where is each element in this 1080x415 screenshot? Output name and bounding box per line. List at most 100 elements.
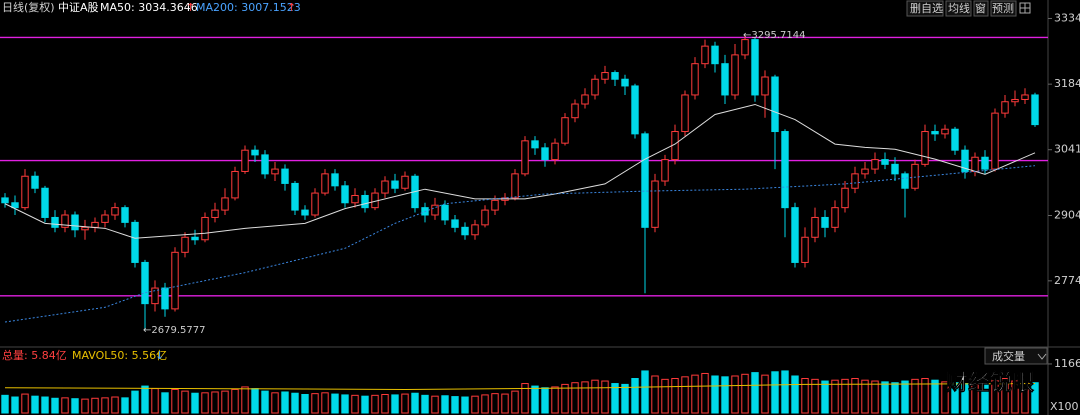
axis-unit: X100 xyxy=(1050,400,1079,413)
volume-bar xyxy=(111,396,119,414)
volume-bar xyxy=(1021,381,1029,414)
candle-body xyxy=(1001,101,1009,114)
volume-bar xyxy=(991,379,999,414)
period-label[interactable]: 日线(复权) xyxy=(2,0,55,14)
volume-bar xyxy=(611,383,619,414)
candle-body xyxy=(481,209,489,226)
candle-body xyxy=(871,159,879,170)
volume-bar xyxy=(651,375,659,414)
volume-bar xyxy=(681,376,689,414)
candle-body xyxy=(601,72,609,80)
volume-bar xyxy=(1011,380,1019,414)
candle-body xyxy=(961,149,969,172)
button[interactable] xyxy=(973,0,989,17)
volume-bar xyxy=(751,372,759,414)
volume-bar xyxy=(781,370,789,414)
volume-bar xyxy=(381,393,389,414)
annotation: ←2679.5777 xyxy=(143,325,205,336)
volume-bar xyxy=(151,388,159,414)
volume-bar xyxy=(411,392,419,414)
candle-body xyxy=(381,180,389,194)
volume-bar xyxy=(951,382,959,414)
candle-body xyxy=(121,207,129,223)
volume-bar xyxy=(931,379,939,414)
volume-bar xyxy=(941,381,949,414)
mavol-label: MAVOL50: 5.56亿 xyxy=(72,349,167,362)
volume-bar xyxy=(241,386,249,414)
ma200-label: MA200: 3007.1523 xyxy=(196,1,301,14)
y-tick-label: 3334 xyxy=(1054,11,1080,24)
volume-bar xyxy=(1,394,9,414)
line xyxy=(4,165,1036,323)
candle-body xyxy=(31,175,39,189)
candle-body xyxy=(281,168,289,184)
volume-bar xyxy=(661,378,669,414)
volume-bar xyxy=(811,378,819,414)
volume-bar xyxy=(121,397,129,414)
candle-body xyxy=(451,219,459,228)
candle-body xyxy=(201,216,209,241)
volume-bar xyxy=(701,372,709,414)
button-label[interactable]: 均线 xyxy=(948,1,970,15)
button[interactable] xyxy=(945,0,972,17)
volume-bar xyxy=(1001,378,1009,414)
volume-bar xyxy=(1031,382,1039,414)
candle-body xyxy=(821,216,829,228)
button-label[interactable]: 预测 xyxy=(992,2,1014,15)
candle-body xyxy=(781,131,789,209)
candle-body xyxy=(721,63,729,96)
volume-bar xyxy=(451,396,459,414)
volume-bar xyxy=(291,392,299,414)
volume-bar xyxy=(131,390,139,414)
candle-body xyxy=(431,204,439,216)
dropdown-icon[interactable] xyxy=(1037,353,1047,360)
candle-body xyxy=(751,39,759,96)
y-tick-label: 3041 xyxy=(1054,143,1080,156)
volume-bar xyxy=(771,371,779,414)
candle-body xyxy=(391,180,399,189)
button-label[interactable]: 窗 xyxy=(975,1,986,15)
candle-body xyxy=(831,207,839,228)
button-label[interactable]: 删自选 xyxy=(910,2,943,15)
button[interactable] xyxy=(990,0,1017,17)
candle-body xyxy=(811,216,819,238)
volume-bar xyxy=(371,394,379,414)
volume-bar xyxy=(581,381,589,414)
volume-bar xyxy=(881,381,889,414)
candle-body xyxy=(161,287,169,310)
candle-body xyxy=(771,76,779,133)
volume-bar xyxy=(741,373,749,414)
candle-body xyxy=(191,236,199,241)
volume-bar xyxy=(541,387,549,414)
volume-bar xyxy=(491,393,499,414)
candle-body xyxy=(171,251,179,310)
ma200-arrow: ↑ xyxy=(287,1,296,14)
candle-body xyxy=(351,194,359,204)
volume-bar xyxy=(711,375,719,414)
candle-body xyxy=(361,194,369,209)
volume-bar xyxy=(181,390,189,414)
volume-total: 总量: 5.84亿 xyxy=(2,348,67,362)
watermark: 财经锐眼 xyxy=(946,370,1034,396)
volume-bar xyxy=(421,394,429,414)
indicator-selector[interactable] xyxy=(984,347,1048,365)
y-tick-label: 2904 xyxy=(1054,208,1080,221)
candle-body xyxy=(661,159,669,182)
volume-bar xyxy=(31,395,39,414)
candle-body xyxy=(591,78,599,96)
volume-bar xyxy=(721,376,729,414)
ma50-arrow: ↑ xyxy=(186,1,195,14)
volume-bar xyxy=(461,396,469,414)
candle-body xyxy=(331,173,339,187)
candle-body xyxy=(111,207,119,216)
volume-bar xyxy=(481,394,489,414)
candle-body xyxy=(541,147,549,161)
candle-body xyxy=(261,154,269,175)
candle-body xyxy=(211,209,219,218)
button[interactable] xyxy=(906,0,944,17)
selector-label[interactable]: 成交量 xyxy=(992,349,1025,363)
volume-bar xyxy=(911,378,919,414)
candle-body xyxy=(321,173,329,194)
settings-icon[interactable] xyxy=(1019,2,1031,14)
volume-bar xyxy=(211,391,219,414)
